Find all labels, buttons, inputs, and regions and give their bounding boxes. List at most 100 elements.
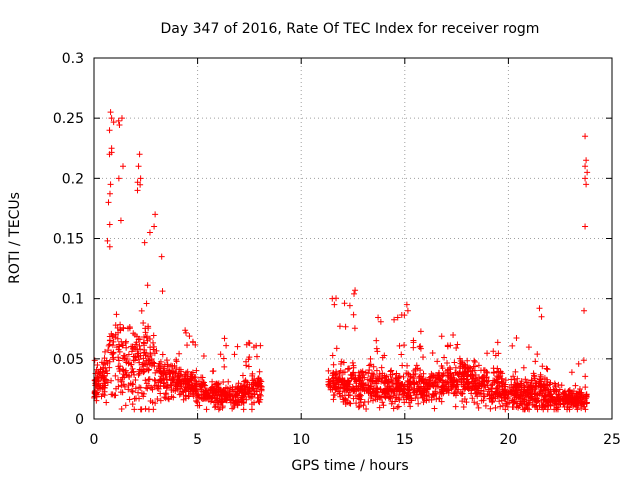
data-point: [497, 403, 504, 410]
data-point: [161, 394, 168, 401]
data-point: [345, 392, 352, 399]
data-point: [496, 398, 503, 405]
data-point: [144, 333, 151, 340]
data-point: [143, 300, 150, 307]
data-point: [547, 379, 554, 386]
data-point: [342, 401, 349, 408]
data-point: [508, 376, 515, 383]
data-point: [150, 346, 157, 353]
data-point: [138, 367, 145, 374]
data-point: [234, 384, 241, 391]
data-point: [135, 336, 142, 343]
data-point: [245, 363, 252, 370]
data-point: [436, 369, 443, 376]
y-tick-label: 0.1: [62, 292, 84, 308]
data-point: [433, 396, 440, 403]
data-point: [452, 385, 459, 392]
data-point: [159, 351, 166, 358]
data-point: [102, 361, 109, 368]
data-point: [109, 351, 116, 358]
data-point: [502, 400, 509, 407]
data-point: [242, 385, 249, 392]
data-point: [350, 395, 357, 402]
data-point: [131, 353, 138, 360]
data-point: [234, 343, 241, 350]
data-point: [536, 305, 543, 312]
data-point: [253, 353, 260, 360]
data-point: [122, 402, 129, 409]
data-point: [351, 290, 358, 297]
data-point: [186, 333, 193, 340]
data-point: [514, 375, 521, 382]
data-point: [582, 406, 589, 413]
y-axis-ticks: 0 0.05 0.1 0.15 0.2 0.25 0.3: [53, 51, 612, 428]
data-point: [207, 398, 214, 405]
x-tick-label: 5: [193, 432, 202, 448]
data-point: [185, 379, 192, 386]
data-point: [349, 359, 356, 366]
data-point: [450, 332, 457, 339]
data-point: [380, 402, 387, 409]
data-point: [410, 344, 417, 351]
data-point: [483, 374, 490, 381]
data-point: [521, 398, 528, 405]
data-point: [566, 397, 573, 404]
data-point: [549, 397, 556, 404]
data-point: [256, 399, 263, 406]
data-point: [246, 340, 253, 347]
data-point: [234, 402, 241, 409]
data-point: [249, 385, 256, 392]
data-point: [538, 404, 545, 411]
data-point: [257, 392, 264, 399]
data-point: [360, 402, 367, 409]
data-point: [450, 381, 457, 388]
data-point: [344, 377, 351, 384]
data-point: [136, 151, 143, 158]
data-point: [582, 223, 589, 230]
data-point: [405, 381, 412, 388]
data-point: [134, 187, 141, 194]
data-point: [356, 403, 363, 410]
data-point: [524, 383, 531, 390]
data-point: [176, 376, 183, 383]
data-point: [105, 347, 112, 354]
data-point: [248, 406, 255, 413]
data-point: [146, 376, 153, 383]
data-point: [379, 399, 386, 406]
data-point: [112, 334, 119, 341]
data-point: [176, 350, 183, 357]
x-tick-label: 15: [396, 432, 414, 448]
data-point: [465, 366, 472, 373]
data-point: [106, 127, 113, 134]
data-point: [512, 379, 519, 386]
data-point: [462, 365, 469, 372]
data-point: [129, 388, 136, 395]
data-point: [416, 388, 423, 395]
data-point: [154, 396, 161, 403]
data-point: [183, 369, 190, 376]
data-point: [548, 391, 555, 398]
data-point: [112, 372, 119, 379]
data-point: [358, 380, 365, 387]
y-tick-label: 0.15: [53, 232, 84, 248]
data-point: [112, 322, 119, 329]
data-point: [531, 375, 538, 382]
data-point: [150, 332, 157, 339]
data-point: [461, 375, 468, 382]
data-point: [404, 370, 411, 377]
data-point: [463, 380, 470, 387]
data-point: [404, 377, 411, 384]
data-point: [191, 377, 198, 384]
data-point: [582, 133, 589, 140]
data-point: [583, 181, 590, 188]
data-point: [486, 395, 493, 402]
data-point: [544, 406, 551, 413]
data-point: [519, 393, 526, 400]
data-point: [183, 378, 190, 385]
data-point: [141, 239, 148, 246]
data-point: [543, 365, 550, 372]
data-point: [342, 323, 349, 330]
data-point: [367, 390, 374, 397]
data-point: [343, 380, 350, 387]
data-point: [528, 377, 535, 384]
